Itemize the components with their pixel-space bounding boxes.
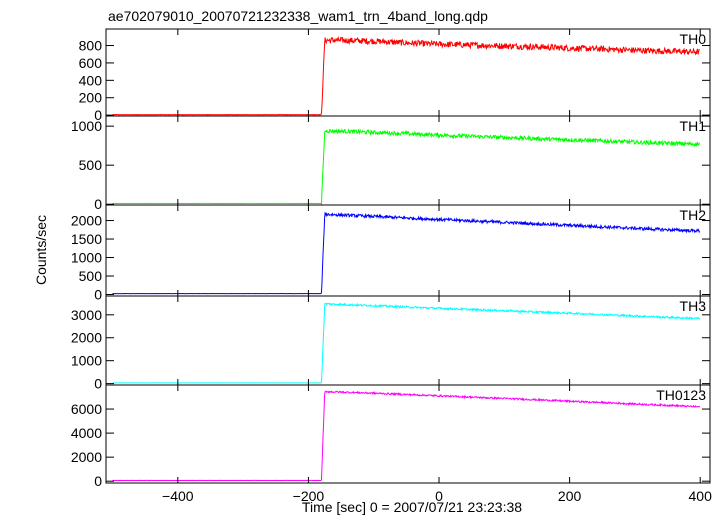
y-tick-label: 1000 [71, 353, 102, 369]
panel-th2: 0 500 1000 1500 2000 TH2 [71, 204, 711, 303]
y-tick-label: 0 [94, 196, 102, 212]
x-tick-label: 400 [689, 488, 713, 504]
x-tick-label: −400 [162, 488, 194, 504]
panel-frame [105, 28, 711, 117]
x-tick-label: 200 [558, 488, 582, 504]
y-axis-label: Counts/sec [33, 215, 49, 285]
y-tick-label: 2000 [71, 449, 102, 465]
y-tick-label: 4000 [71, 425, 102, 441]
y-tick-label: 0 [94, 473, 102, 489]
panel-frame [105, 295, 711, 386]
series-line-th0 [112, 36, 700, 116]
panel-th1: 0 500 1000 TH1 [71, 115, 711, 212]
y-tick-label: 800 [79, 38, 103, 54]
panel-label: TH0 [680, 31, 707, 47]
y-tick-label: 0 [94, 376, 102, 392]
y-tick-label: 500 [79, 268, 103, 284]
panel-label: TH1 [680, 118, 707, 134]
x-tick-labels: −400 −200 0 200 400 [162, 488, 712, 504]
y-tick-label: 500 [79, 157, 103, 173]
y-tick-label: 3000 [71, 307, 102, 323]
y-tick-label: 2000 [71, 213, 102, 229]
x-axis-label: Time [sec] 0 = 2007/07/21 23:23:38 [302, 499, 522, 515]
y-tick-label: 200 [79, 90, 103, 106]
y-tick-label: 2000 [71, 330, 102, 346]
panel-frame [105, 115, 711, 206]
panel-frame [105, 384, 711, 484]
y-tick-label: 600 [79, 55, 103, 71]
y-tick-label: 1000 [71, 250, 102, 266]
panel-label: TH0123 [656, 387, 706, 403]
series-line-th2 [112, 211, 701, 295]
y-tick-label: 0 [94, 107, 102, 123]
panel-label: TH3 [680, 298, 707, 314]
y-tick-label: 1000 [71, 118, 102, 134]
y-tick-label: 400 [79, 72, 103, 88]
x-tick-label: 0 [435, 488, 443, 504]
chart-title: ae702079010_20070721232338_wam1_trn_4ban… [108, 8, 488, 24]
y-tick-label: 1500 [71, 231, 102, 247]
panel-th3: 0 1000 2000 3000 TH3 [71, 295, 711, 392]
panel-th0123: 0 2000 4000 6000 TH0123 [71, 384, 711, 489]
series-line-th1 [112, 127, 701, 206]
series-line-th0123 [112, 390, 701, 482]
x-tick-label: −200 [293, 488, 325, 504]
y-tick-label: 6000 [71, 401, 102, 417]
series-line-th3 [112, 302, 701, 384]
panel-label: TH2 [680, 207, 707, 223]
y-tick-label: 0 [94, 287, 102, 303]
